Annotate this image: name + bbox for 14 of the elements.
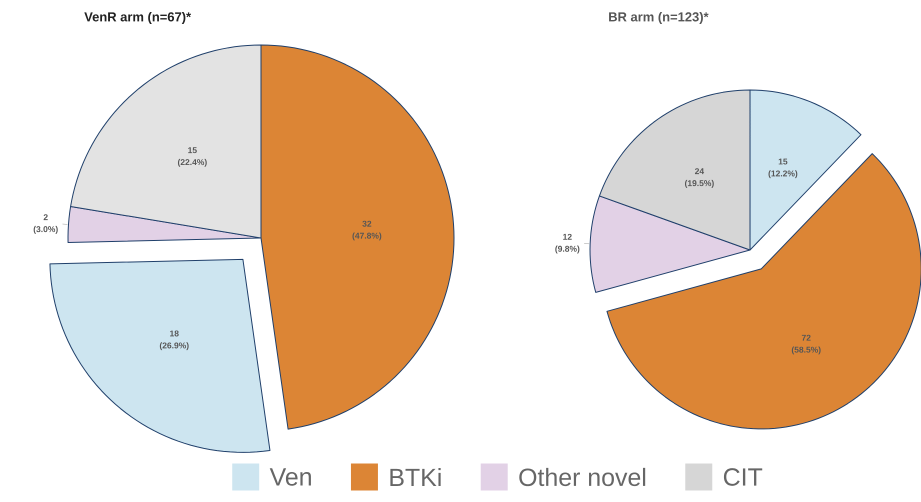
data-label: 15 (12.2%) — [768, 158, 798, 178]
legend-label: Ven — [270, 468, 311, 486]
chart-title: VenR arm (n=67)* — [84, 12, 192, 24]
legend-label: Other novel — [519, 468, 646, 486]
data-label: 15 (22.4%) — [178, 147, 207, 167]
data-label: 2 (3.0%) — [34, 214, 58, 234]
data-label: 72 (58.5%) — [792, 334, 821, 354]
data-label: 24 (19.5%) — [684, 168, 714, 188]
chart-title: BR arm (n=123)* — [609, 12, 709, 24]
legend-label: CIT — [724, 468, 762, 486]
legend-label: BTKi — [390, 468, 441, 486]
data-label: 12 (9.8%) — [555, 234, 580, 254]
data-label: 18 (26.9%) — [160, 330, 189, 350]
data-label: 32 (47.8%) — [352, 220, 382, 240]
